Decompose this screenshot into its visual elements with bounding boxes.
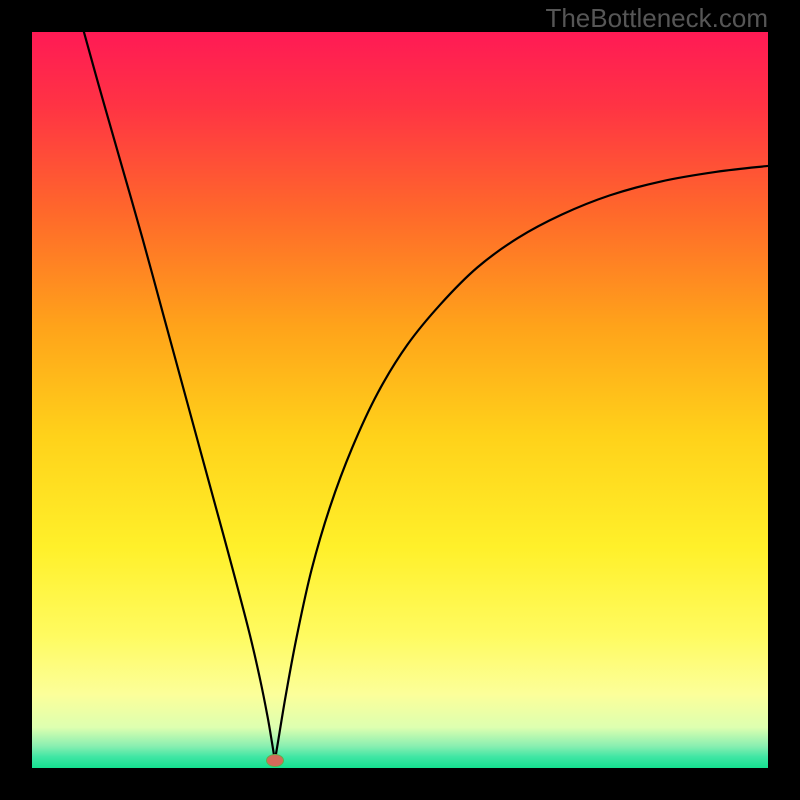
bottleneck-curve (32, 32, 768, 768)
plot-area (32, 32, 768, 768)
watermark-text: TheBottleneck.com (545, 3, 768, 34)
optimum-marker (266, 754, 284, 767)
outer-frame: TheBottleneck.com (0, 0, 800, 800)
